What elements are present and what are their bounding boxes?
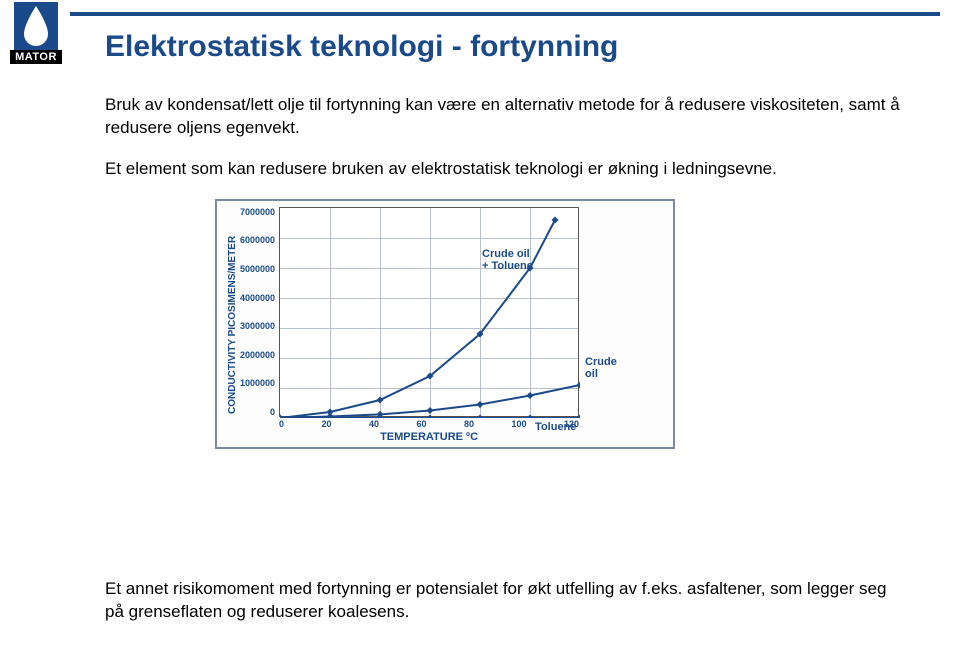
series-marker — [377, 396, 384, 403]
ytick-label: 1000000 — [240, 378, 275, 388]
series-marker — [280, 414, 284, 418]
series-label: Toluene — [535, 421, 576, 433]
ytick-label: 7000000 — [240, 207, 275, 217]
ytick-label: 2000000 — [240, 350, 275, 360]
droplet-icon — [14, 2, 58, 50]
ytick-label: 4000000 — [240, 293, 275, 303]
xtick-label: 40 — [369, 419, 379, 429]
page-title: Elektrostatisk teknologi - fortynning — [105, 30, 900, 64]
series-marker — [552, 216, 559, 223]
series-label: Crude oil+ Toluene — [482, 248, 533, 272]
paragraph-1: Bruk av kondensat/lett olje til fortynni… — [105, 94, 900, 140]
series-marker — [427, 407, 434, 414]
series-marker — [427, 414, 434, 418]
chart-yticks: 7000000 6000000 5000000 4000000 3000000 20000… — [240, 207, 279, 417]
ytick-label: 6000000 — [240, 235, 275, 245]
header-bar — [70, 12, 940, 16]
xtick-label: 0 — [279, 419, 284, 429]
xtick-label: 100 — [511, 419, 526, 429]
chart-ylabel: CONDUCTIVITY PICOSIMENS/METER — [225, 207, 240, 443]
ytick-label: 0 — [240, 407, 275, 417]
series-marker — [527, 414, 534, 418]
chart-xlabel-text: TEMPERATURE — [380, 431, 463, 443]
xtick-label: 20 — [322, 419, 332, 429]
chart-xticks: 020406080100120 — [279, 417, 579, 429]
logo-text: MATOR — [10, 50, 62, 64]
ytick-label: 3000000 — [240, 321, 275, 331]
main-content: Elektrostatisk teknologi - fortynning Br… — [105, 30, 900, 449]
chart-series-labels — [579, 207, 649, 443]
xtick-label: 60 — [417, 419, 427, 429]
paragraph-2: Et element som kan redusere bruken av el… — [105, 158, 900, 181]
series-marker — [477, 414, 484, 418]
chart-xlabel: TEMPERATURE ºC — [279, 429, 579, 443]
conductivity-chart: CONDUCTIVITY PICOSIMENS/METER 7000000600… — [215, 199, 675, 449]
logo: MATOR — [10, 2, 62, 64]
paragraph-3: Et annet risikomoment med fortynning er … — [105, 578, 900, 624]
series-marker — [527, 392, 534, 399]
chart-xlabel-unit: ºC — [466, 431, 478, 443]
chart-plot-area: Crude oil+ TolueneCrude oilToluene — [279, 207, 579, 417]
ytick-label: 5000000 — [240, 264, 275, 274]
chart-lines — [280, 208, 580, 418]
xtick-label: 80 — [464, 419, 474, 429]
series-marker — [477, 401, 484, 408]
